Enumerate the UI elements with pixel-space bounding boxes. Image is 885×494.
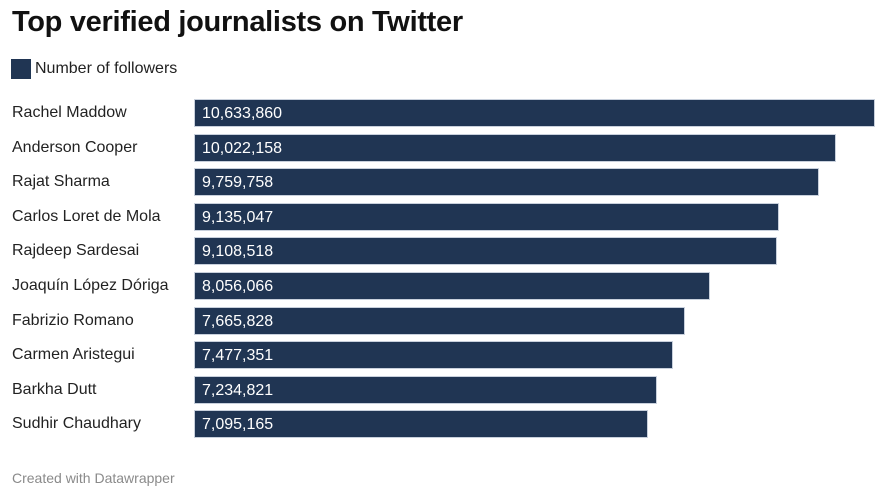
- legend: Number of followers: [11, 59, 177, 79]
- bar-value-label: 10,022,158: [202, 139, 283, 157]
- bar-value-label: 7,477,351: [202, 347, 274, 365]
- bar-row: Carmen Aristegui 7,477,351: [0, 341, 885, 370]
- bar-value-label: 7,665,828: [202, 312, 274, 330]
- bar-row: Carlos Loret de Mola 9,135,047: [0, 202, 885, 231]
- footer-credit: Created with Datawrapper: [12, 470, 175, 486]
- bar-row: Barkha Dutt 7,234,821: [0, 375, 885, 404]
- bar-row: Rajdeep Sardesai 9,108,518: [0, 237, 885, 266]
- bar-row: Rachel Maddow 10,633,860: [0, 99, 885, 127]
- bar-value-label: 7,234,821: [202, 381, 274, 399]
- bar-row: Fabrizio Romano 7,665,828: [0, 306, 885, 335]
- legend-swatch: [11, 59, 31, 79]
- bar-value-label: 9,135,047: [202, 208, 274, 226]
- bar-value-label: 8,056,066: [202, 278, 274, 295]
- bar-row: Rajat Sharma 9,759,758: [0, 168, 885, 197]
- category-label: Carlos Loret de Mola: [12, 207, 161, 225]
- category-label: Rajat Sharma: [12, 173, 110, 191]
- category-label: Sudhir Chaudhary: [12, 415, 141, 433]
- bar: 7,095,165: [194, 410, 649, 439]
- category-label: Anderson Cooper: [12, 138, 138, 156]
- category-label: Joaquín López Dóriga: [12, 277, 169, 294]
- bar: 9,135,047: [194, 202, 779, 231]
- chart-title: Top verified journalists on Twitter: [12, 6, 463, 38]
- bar: 8,056,066: [194, 272, 710, 300]
- bar: 7,665,828: [194, 306, 685, 335]
- bar: 7,234,821: [194, 375, 658, 404]
- bar-row: Sudhir Chaudhary 7,095,165: [0, 410, 885, 439]
- bar: 7,477,351: [194, 341, 673, 370]
- category-label: Fabrizio Romano: [12, 311, 134, 329]
- bar-row: Joaquín López Dóriga 8,056,066: [0, 272, 885, 300]
- bar-value-label: 9,108,518: [202, 243, 274, 261]
- legend-label: Number of followers: [35, 60, 178, 77]
- category-label: Carmen Aristegui: [12, 346, 135, 364]
- bar: 9,759,758: [194, 168, 820, 197]
- bar: 10,633,860: [194, 99, 875, 127]
- bar: 10,022,158: [194, 133, 836, 162]
- bar-value-label: 10,633,860: [202, 105, 283, 122]
- bar-row: Anderson Cooper 10,022,158: [0, 133, 885, 162]
- category-label: Rajdeep Sardesai: [12, 242, 140, 260]
- category-label: Barkha Dutt: [12, 380, 97, 398]
- bar: 9,108,518: [194, 237, 778, 266]
- category-label: Rachel Maddow: [12, 104, 127, 121]
- bar-value-label: 9,759,758: [202, 174, 274, 192]
- bar-value-label: 7,095,165: [202, 416, 274, 434]
